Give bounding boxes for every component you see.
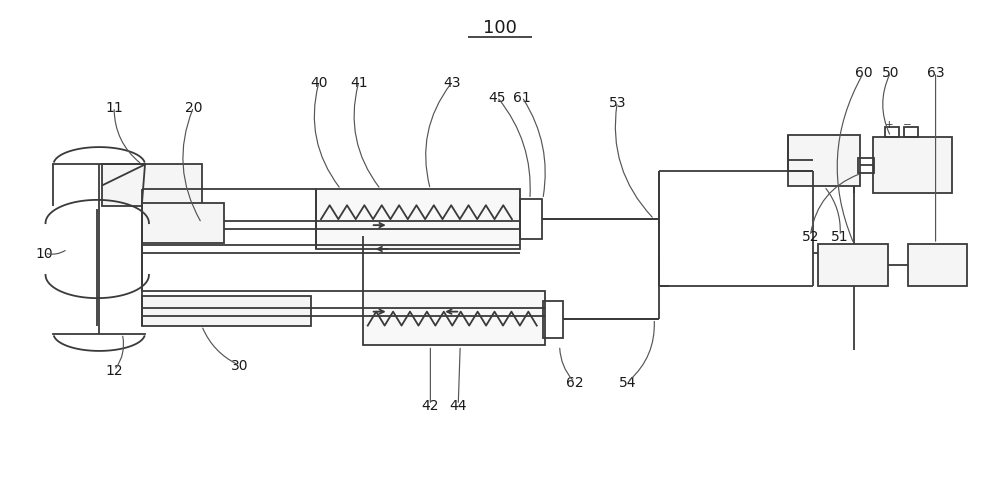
Text: 42: 42 [422,398,439,412]
Bar [142,204,224,243]
Text: 61: 61 [513,91,531,105]
Text: 45: 45 [488,91,506,105]
Text: 43: 43 [444,76,461,90]
Text: 40: 40 [310,76,328,90]
Bar [873,137,952,194]
Text: 41: 41 [350,76,368,90]
Text: 10: 10 [36,246,53,261]
Bar [363,291,545,346]
Bar [908,244,967,286]
Text: 30: 30 [231,359,248,373]
Bar [543,301,563,338]
Bar [102,165,202,207]
Text: 52: 52 [802,229,819,243]
Text: 12: 12 [105,364,123,378]
Text: 53: 53 [609,96,626,110]
Text: 63: 63 [927,66,944,80]
Bar [904,127,918,137]
Bar [818,244,888,286]
Text: 51: 51 [831,229,849,243]
Bar [858,158,874,174]
Text: 100: 100 [483,19,517,37]
Text: 11: 11 [105,101,123,115]
Bar [885,127,899,137]
Text: 20: 20 [185,101,202,115]
Bar [316,190,520,249]
Text: +: + [885,119,893,129]
Text: 50: 50 [882,66,900,80]
Text: 44: 44 [449,398,467,412]
Text: 62: 62 [566,376,583,389]
Text: 60: 60 [855,66,873,80]
Text: 54: 54 [619,376,636,389]
Bar [520,200,542,239]
Bar [142,296,311,326]
Text: −: − [903,119,912,129]
Bar [788,135,860,187]
